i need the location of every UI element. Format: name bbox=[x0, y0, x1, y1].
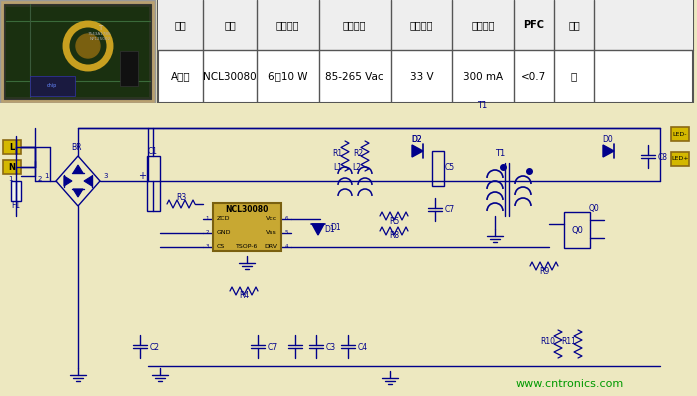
Bar bbox=[120, 51, 138, 86]
Text: C3: C3 bbox=[326, 343, 336, 352]
Text: 输出电压: 输出电压 bbox=[410, 20, 434, 30]
Text: 5: 5 bbox=[285, 230, 289, 234]
Text: 3: 3 bbox=[206, 244, 209, 249]
Text: L2: L2 bbox=[353, 164, 362, 173]
Text: 4: 4 bbox=[285, 244, 289, 249]
Text: <0.7: <0.7 bbox=[521, 72, 546, 82]
Bar bbox=[11, 181, 21, 201]
Text: 33 V: 33 V bbox=[410, 72, 434, 82]
Text: 输出功率: 输出功率 bbox=[276, 20, 300, 30]
Text: A型灯: A型灯 bbox=[171, 72, 190, 82]
Text: BR: BR bbox=[71, 143, 82, 152]
Text: C7: C7 bbox=[445, 206, 455, 215]
Bar bbox=[671, 152, 689, 166]
Polygon shape bbox=[73, 165, 83, 173]
Text: chip: chip bbox=[47, 84, 57, 88]
Text: 2: 2 bbox=[206, 230, 209, 234]
Text: R8: R8 bbox=[389, 232, 399, 240]
Text: GND: GND bbox=[217, 230, 231, 236]
Text: R1: R1 bbox=[332, 148, 342, 158]
Text: R4: R4 bbox=[239, 291, 249, 301]
Bar bbox=[213, 203, 281, 251]
Text: 300 mA: 300 mA bbox=[463, 72, 503, 82]
Text: DRV: DRV bbox=[264, 244, 277, 249]
Text: 2: 2 bbox=[38, 176, 43, 182]
Polygon shape bbox=[412, 145, 423, 157]
Text: NCL30080: NCL30080 bbox=[204, 72, 257, 82]
Text: F1: F1 bbox=[11, 200, 21, 209]
Bar bbox=[3, 140, 21, 154]
Bar bbox=[0, 103, 697, 396]
Text: C2: C2 bbox=[150, 343, 160, 352]
Polygon shape bbox=[312, 224, 324, 235]
Text: C7: C7 bbox=[268, 343, 278, 352]
Text: CS: CS bbox=[217, 244, 225, 249]
Text: R10: R10 bbox=[540, 337, 556, 345]
Text: LED+: LED+ bbox=[671, 156, 689, 162]
Polygon shape bbox=[64, 176, 72, 186]
Bar bbox=[3, 160, 21, 174]
Text: 1: 1 bbox=[44, 173, 48, 179]
Text: D1: D1 bbox=[325, 225, 335, 234]
Polygon shape bbox=[73, 189, 83, 197]
Bar bbox=[158, 0, 693, 103]
Text: NP125002: NP125002 bbox=[89, 37, 111, 41]
Text: N: N bbox=[8, 162, 15, 171]
Text: R3: R3 bbox=[176, 194, 186, 202]
Text: 输入电压: 输入电压 bbox=[343, 20, 367, 30]
Text: L1: L1 bbox=[333, 164, 342, 173]
Text: Vcc: Vcc bbox=[266, 217, 277, 221]
Text: R11: R11 bbox=[562, 337, 576, 345]
Text: ZCD: ZCD bbox=[217, 217, 231, 221]
Bar bbox=[30, 76, 75, 96]
Text: +: + bbox=[138, 171, 146, 181]
Text: T: T bbox=[98, 25, 102, 31]
Bar bbox=[432, 151, 444, 186]
Text: 7543A1785: 7543A1785 bbox=[89, 32, 112, 36]
Text: LED-: LED- bbox=[673, 131, 687, 137]
Circle shape bbox=[76, 34, 100, 58]
Bar bbox=[6, 7, 149, 97]
Text: T1: T1 bbox=[477, 101, 487, 110]
Text: C8: C8 bbox=[658, 152, 668, 162]
Text: D2: D2 bbox=[412, 135, 422, 143]
Text: NCL30080: NCL30080 bbox=[225, 206, 268, 215]
Text: 3: 3 bbox=[104, 173, 108, 179]
Text: 6～10 W: 6～10 W bbox=[268, 72, 307, 82]
Text: Vss: Vss bbox=[266, 230, 277, 236]
Bar bbox=[158, 0, 693, 50]
Text: D0: D0 bbox=[603, 135, 613, 143]
Text: 器件: 器件 bbox=[224, 20, 236, 30]
Text: 调光: 调光 bbox=[568, 20, 580, 30]
Text: 无: 无 bbox=[571, 72, 577, 82]
Text: Q0: Q0 bbox=[589, 204, 599, 213]
Text: D1: D1 bbox=[330, 223, 342, 232]
Text: 1: 1 bbox=[206, 215, 209, 221]
Polygon shape bbox=[84, 176, 92, 186]
Bar bbox=[0, 0, 155, 103]
Text: C4: C4 bbox=[358, 343, 368, 352]
Bar bbox=[671, 127, 689, 141]
Text: R2: R2 bbox=[353, 148, 363, 158]
Text: R5: R5 bbox=[389, 217, 399, 225]
Text: D2: D2 bbox=[412, 135, 422, 145]
Bar bbox=[147, 156, 160, 211]
Text: R9: R9 bbox=[539, 268, 549, 276]
Polygon shape bbox=[603, 145, 614, 157]
Text: C5: C5 bbox=[445, 164, 455, 173]
Text: 应用: 应用 bbox=[175, 20, 187, 30]
Text: www.cntronics.com: www.cntronics.com bbox=[516, 379, 624, 389]
Bar bbox=[4, 4, 151, 99]
Text: 85-265 Vac: 85-265 Vac bbox=[325, 72, 384, 82]
Text: Q0: Q0 bbox=[571, 225, 583, 234]
Text: PFC: PFC bbox=[523, 20, 544, 30]
Text: 6: 6 bbox=[285, 215, 289, 221]
Text: C1: C1 bbox=[148, 147, 158, 156]
Bar bbox=[564, 212, 590, 248]
Text: 输出电流: 输出电流 bbox=[471, 20, 495, 30]
Text: T1: T1 bbox=[495, 148, 505, 158]
Text: 1: 1 bbox=[8, 176, 13, 182]
Text: L: L bbox=[9, 143, 15, 152]
Text: TSOP-6: TSOP-6 bbox=[236, 244, 258, 249]
